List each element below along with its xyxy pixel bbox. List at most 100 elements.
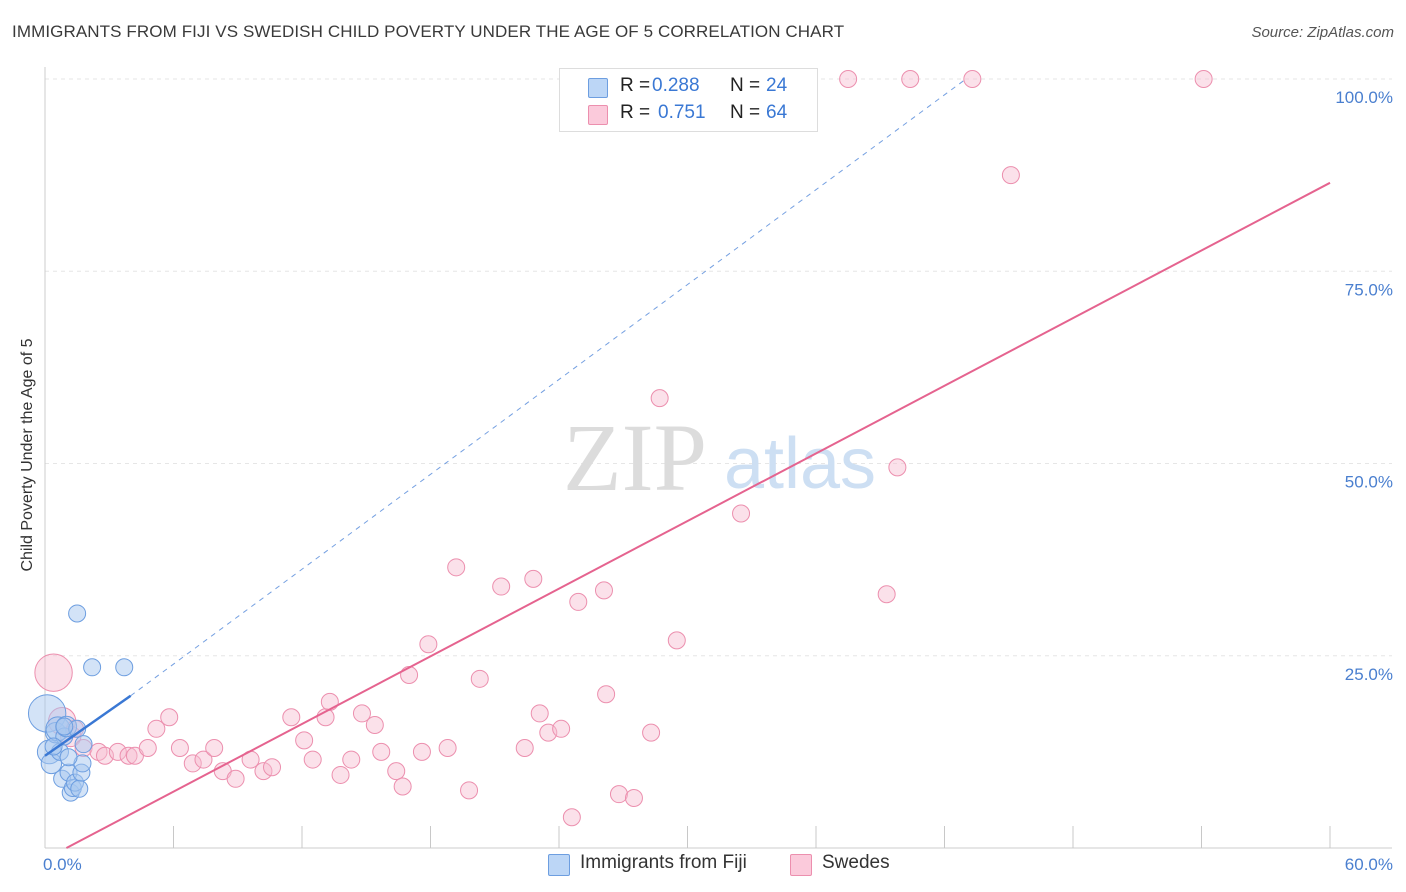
x-tick-labels: 0.0% 60.0%	[43, 855, 1393, 874]
axes	[44, 67, 1392, 849]
swedes-point	[254, 762, 273, 781]
legend-r-value: 0.751	[658, 102, 706, 123]
source-credit: Source: ZipAtlas.com	[1251, 24, 1394, 41]
swedes-point	[119, 746, 138, 765]
fiji-point	[44, 737, 63, 756]
swedes-point	[609, 785, 628, 804]
swedes-point	[515, 739, 534, 758]
swedes-trendline	[65, 181, 1331, 849]
legend-n-label: N =	[730, 102, 761, 123]
swedes-point	[562, 808, 581, 827]
fiji-point	[59, 748, 78, 767]
swedes-point	[460, 781, 479, 800]
watermark-zip: ZIP	[563, 404, 707, 511]
swedes-point	[732, 504, 751, 523]
bottom-legend-swatch-swedes	[790, 854, 812, 876]
fiji-points	[27, 604, 134, 802]
swedes-point	[160, 708, 179, 727]
swedes-point	[594, 581, 613, 600]
swedes-point	[205, 739, 224, 758]
y-tick-label: 25.0%	[1345, 665, 1393, 684]
bottom-legend-fiji: Immigrants from Fiji	[548, 852, 778, 876]
swedes-point	[352, 704, 371, 723]
fiji-trendline-dashed	[130, 78, 967, 697]
swedes-point	[569, 592, 588, 611]
bottom-legend-label-fiji: Immigrants from Fiji	[580, 852, 747, 873]
y-tick-labels: 25.0% 50.0% 75.0% 100.0%	[1335, 88, 1393, 684]
swedes-point	[438, 739, 457, 758]
swedes-point	[34, 653, 73, 692]
swedes-point	[530, 704, 549, 723]
trendlines	[44, 181, 1331, 849]
watermark-atlas: atlas	[724, 424, 876, 504]
y-tick-label: 50.0%	[1345, 473, 1393, 492]
swedes-point	[877, 585, 896, 604]
fiji-point	[70, 779, 89, 798]
swedes-point	[263, 758, 282, 777]
swedes-point	[108, 742, 127, 761]
chart-title: IMMIGRANTS FROM FIJI VS SWEDISH CHILD PO…	[12, 22, 845, 41]
swedes-point	[412, 742, 431, 761]
swedes-point	[331, 765, 350, 784]
legend-swatch-swedes	[588, 105, 608, 125]
swedes-point	[552, 719, 571, 738]
swedes-point	[147, 719, 166, 738]
swedes-point	[170, 739, 189, 758]
swedes-point	[650, 389, 669, 408]
swedes-point	[282, 708, 301, 727]
legend-n-label: N =	[730, 75, 761, 96]
swedes-point	[642, 723, 661, 742]
swedes-point	[372, 742, 391, 761]
swedes-point	[320, 692, 339, 711]
bottom-legend-label-swedes: Swedes	[822, 852, 890, 873]
swedes-point	[303, 750, 322, 769]
swedes-point	[419, 635, 438, 654]
swedes-point	[393, 777, 412, 796]
fiji-trendline	[44, 694, 132, 757]
swedes-point	[524, 569, 543, 588]
swedes-point	[470, 669, 489, 688]
swedes-point	[447, 558, 466, 577]
swedes-point	[194, 750, 213, 769]
swedes-point	[1001, 166, 1020, 185]
swedes-point	[888, 458, 907, 477]
swedes-point	[667, 631, 686, 650]
y-tick-label: 75.0%	[1345, 280, 1393, 299]
fiji-trendline-extension	[130, 78, 967, 697]
fiji-point	[115, 658, 134, 677]
swedes-point	[839, 70, 858, 88]
fiji-point	[83, 658, 102, 677]
swedes-point	[1194, 70, 1213, 88]
legend-r-label: R =	[620, 75, 651, 96]
swedes-point	[226, 769, 245, 788]
swedes-point	[597, 685, 616, 704]
bottom-legend-swatch-fiji	[548, 854, 570, 876]
y-tick-label: 100.0%	[1335, 88, 1393, 107]
swedes-point	[138, 739, 157, 758]
legend-n-value: 24	[766, 75, 788, 96]
swedes-point	[901, 70, 920, 88]
swedes-point	[365, 715, 384, 734]
legend-n-value: 64	[766, 102, 788, 123]
x-tick-label: 0.0%	[43, 855, 82, 874]
swedes-point	[387, 762, 406, 781]
swedes-point	[400, 665, 419, 684]
watermark: ZIP atlas	[563, 404, 876, 511]
correlation-legend: R = 0.288 N = 24 R = 0.751 N = 64	[559, 68, 818, 132]
swedes-point	[624, 789, 643, 808]
fiji-point	[55, 717, 74, 736]
fiji-point	[68, 604, 87, 623]
bottom-legend-swedes: Swedes	[790, 852, 920, 876]
legend-swatch-fiji	[588, 78, 608, 98]
legend-r-value: 0.288	[652, 75, 700, 96]
legend-r-label: R =	[620, 102, 651, 123]
fiji-point	[74, 735, 93, 754]
x-tick-label: 60.0%	[1345, 855, 1393, 874]
swedes-point	[295, 731, 314, 750]
swedes-point	[183, 754, 202, 773]
swedes-point	[492, 577, 511, 596]
swedes-point	[342, 750, 361, 769]
gridlines	[45, 78, 1392, 657]
swedes-point	[963, 70, 982, 88]
